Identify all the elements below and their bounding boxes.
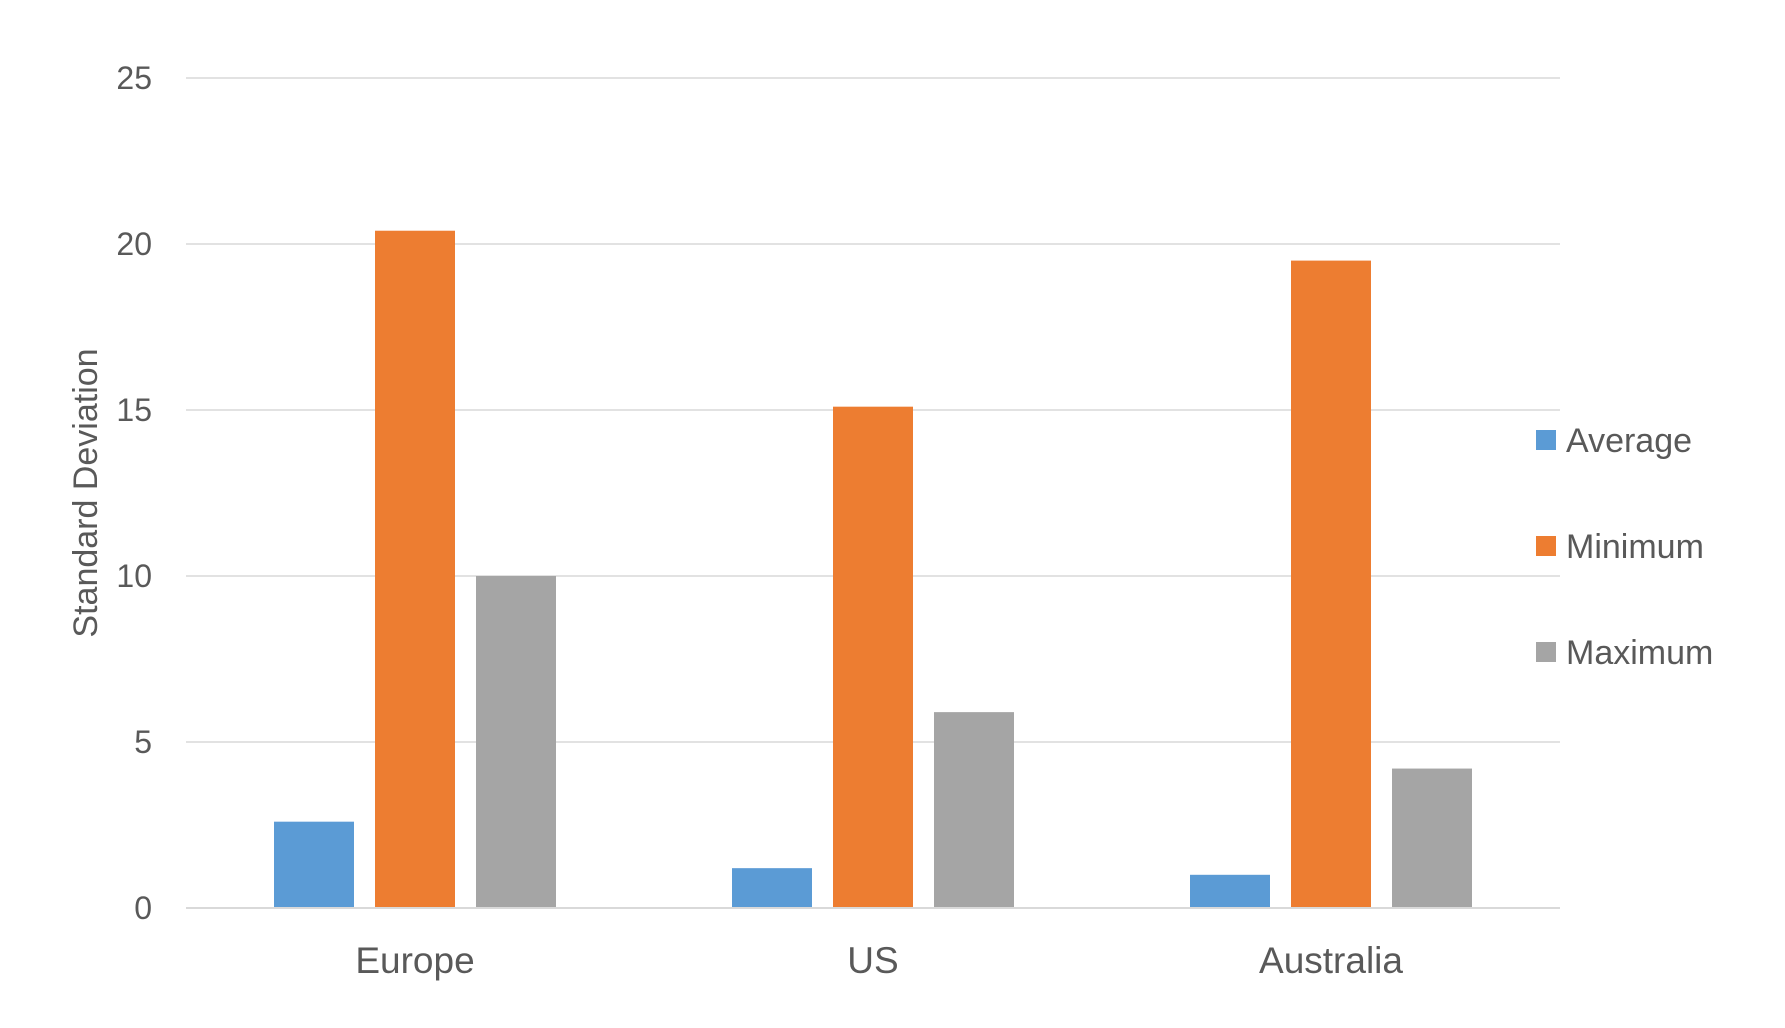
bar-maximum-europe (476, 576, 556, 908)
y-tick-label: 10 (116, 558, 152, 594)
legend-label-minimum: Minimum (1566, 528, 1704, 566)
x-category-label: US (847, 940, 898, 981)
bar-minimum-europe (375, 230, 455, 909)
bar-average-australia (1190, 874, 1270, 908)
x-category-label: Australia (1259, 940, 1403, 981)
y-axis-ticks: 0 5 10 15 20 25 (116, 60, 152, 926)
legend-swatch-average (1536, 430, 1556, 450)
x-axis-categories: Europe US Australia (355, 940, 1403, 981)
y-axis-title: Standard Deviation (67, 348, 105, 637)
y-tick-label: 25 (116, 60, 152, 96)
legend-swatch-minimum (1536, 536, 1556, 556)
bar-maximum-us (934, 712, 1014, 908)
y-tick-label: 5 (134, 724, 152, 760)
x-category-label: Europe (355, 940, 474, 981)
legend-swatch-maximum (1536, 642, 1556, 662)
legend-label-average: Average (1566, 422, 1692, 460)
bar-average-europe (274, 821, 354, 908)
bars (274, 230, 1472, 909)
bar-maximum-australia (1392, 768, 1472, 908)
bar-minimum-us (833, 406, 913, 908)
legend: Average Minimum Maximum (1536, 422, 1713, 672)
y-tick-label: 20 (116, 226, 152, 262)
y-tick-label: 15 (116, 392, 152, 428)
bar-minimum-australia (1291, 260, 1371, 909)
bar-average-us (732, 868, 812, 908)
legend-label-maximum: Maximum (1566, 634, 1713, 672)
y-tick-label: 0 (134, 890, 152, 926)
